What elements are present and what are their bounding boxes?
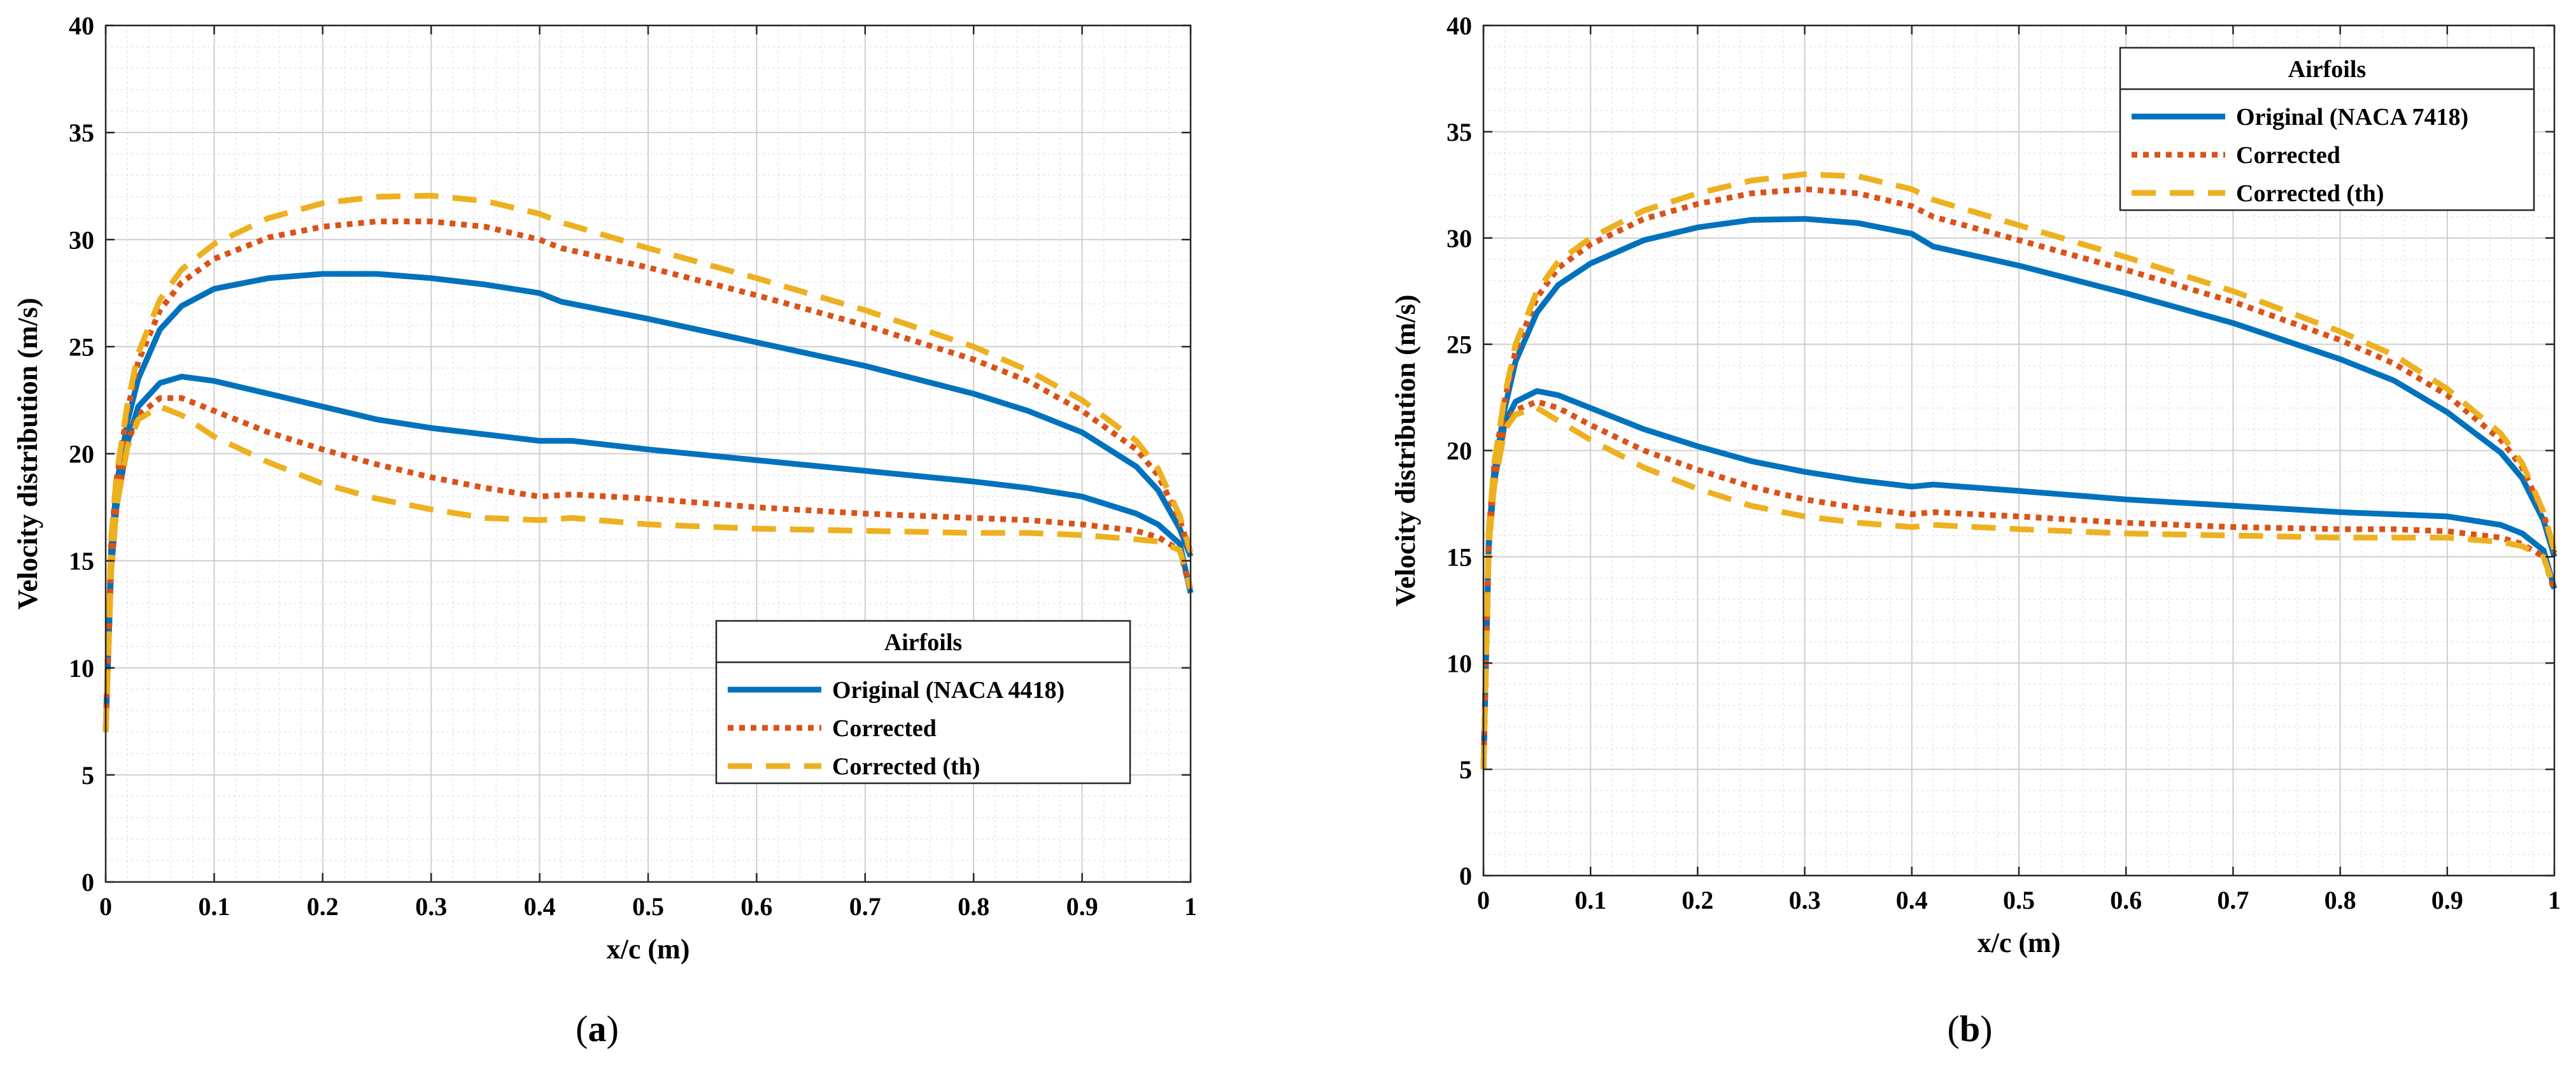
x-tick-label: 1 <box>1184 892 1197 921</box>
series-line-0-lower <box>1480 388 2558 770</box>
series-line-1-lower <box>1480 399 2558 770</box>
series-group <box>1480 171 2558 770</box>
x-tick-label: 0.2 <box>307 892 339 921</box>
x-tick-label: 0.4 <box>524 892 556 921</box>
x-tick-label: 0.9 <box>2431 886 2463 914</box>
y-tick-label: 40 <box>1447 11 1472 40</box>
caption-b-letter: b <box>1960 1008 1980 1049</box>
series-line-2-upper <box>103 192 1194 732</box>
legend-box <box>2119 46 2535 211</box>
legend: Airfoils Original (NACA 4418) Corrected Cor… <box>715 620 1131 785</box>
y-tick-label: 0 <box>81 868 94 897</box>
y-tick-label: 40 <box>69 11 94 40</box>
series-line-2-upper <box>1480 171 2558 770</box>
x-tick-label: 1 <box>2548 886 2561 914</box>
y-axis-title: Velocity distribution (m/s) <box>12 298 43 610</box>
x-tick-label: 0.2 <box>1681 886 1713 914</box>
y-tick-label: 10 <box>69 654 94 683</box>
legend-entry-label: Original (NACA 4418) <box>832 677 1065 704</box>
caption-a: (a) <box>576 1008 619 1049</box>
series-line-1-upper <box>103 218 1194 732</box>
y-tick-label: 5 <box>81 761 94 790</box>
y-tick-label: 25 <box>1447 330 1472 359</box>
series-line-2-lower <box>1480 405 2558 770</box>
legend-title: Airfoils <box>884 629 962 656</box>
y-tick-label: 5 <box>1459 755 1472 784</box>
y-tick-label: 30 <box>1447 224 1472 253</box>
x-tick-label: 0.7 <box>849 892 881 921</box>
series-line-0-upper <box>103 271 1194 732</box>
x-tick-label: 0.5 <box>2003 886 2035 914</box>
series-line-0-lower <box>103 373 1194 732</box>
legend-entry-label: Corrected (th) <box>832 753 980 780</box>
legend-entry-label: Corrected <box>2236 142 2340 169</box>
x-tick-label: 0.6 <box>2110 886 2142 914</box>
y-tick-label: 20 <box>1447 437 1472 465</box>
x-tick-label: 0.3 <box>415 892 447 921</box>
caption-a-letter: a <box>588 1008 607 1049</box>
chart-panel-b: 0 0.1 0.2 0.3 0.4 0.5 0.6 0.7 0.8 0.9 105101520253… <box>1390 11 2561 958</box>
x-axis-title: x/c (m) <box>1978 927 2061 958</box>
legend-title: Airfoils <box>2288 56 2366 83</box>
ticks: 0 0.1 0.2 0.3 0.4 0.5 0.6 0.7 0.8 0.9 105101520253… <box>1447 11 2561 914</box>
x-tick-label: 0 <box>1477 886 1490 914</box>
x-tick-label: 0 <box>99 892 112 921</box>
x-tick-label: 0.1 <box>1575 886 1606 914</box>
x-tick-label: 0.5 <box>632 892 664 921</box>
y-tick-label: 15 <box>1447 543 1472 571</box>
ticks: 0 0.1 0.2 0.3 0.4 0.5 0.6 0.7 0.8 0.9 105101520253… <box>69 11 1197 921</box>
y-tick-label: 25 <box>69 332 94 361</box>
x-tick-label: 0.7 <box>2217 886 2249 914</box>
x-tick-label: 0.3 <box>1789 886 1821 914</box>
x-tick-label: 0.4 <box>1896 886 1928 914</box>
x-tick-label: 0.6 <box>740 892 772 921</box>
x-tick-label: 0.8 <box>958 892 989 921</box>
y-tick-label: 30 <box>69 225 94 254</box>
series-line-1-lower <box>103 395 1194 732</box>
x-tick-label: 0.1 <box>198 892 230 921</box>
y-tick-label: 10 <box>1447 649 1472 678</box>
chart-panel-a: 0 0.1 0.2 0.3 0.4 0.5 0.6 0.7 0.8 0.9 105101520253… <box>12 11 1197 965</box>
legend-entry-label: Original (NACA 7418) <box>2236 104 2468 131</box>
legend-box <box>715 620 1131 785</box>
y-tick-label: 35 <box>69 118 94 147</box>
series-line-0-upper <box>1480 216 2558 770</box>
legend-entry-label: Corrected <box>832 715 937 742</box>
x-tick-label: 0.9 <box>1066 892 1098 921</box>
series-line-2-lower <box>103 404 1194 732</box>
legend-entry-label: Corrected (th) <box>2236 180 2384 207</box>
y-tick-label: 20 <box>69 440 94 469</box>
y-axis-title: Velocity distribution (m/s) <box>1390 295 1421 607</box>
x-tick-label: 0.8 <box>2325 886 2356 914</box>
y-tick-label: 15 <box>69 547 94 576</box>
y-tick-label: 35 <box>1447 118 1472 146</box>
series-line-1-upper <box>1480 186 2558 770</box>
legend: Airfoils Original (NACA 7418) Corrected Cor… <box>2119 46 2535 211</box>
x-axis-title: x/c (m) <box>607 934 690 965</box>
y-tick-label: 0 <box>1459 862 1472 890</box>
series-group <box>103 192 1194 732</box>
caption-b: (b) <box>1948 1008 1993 1049</box>
